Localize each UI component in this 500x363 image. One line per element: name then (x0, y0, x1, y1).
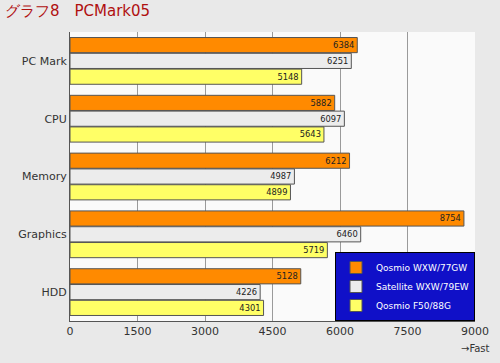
svg-text:5128: 5128 (277, 271, 298, 281)
svg-text:5719: 5719 (303, 245, 324, 255)
svg-text:CPU: CPU (44, 113, 66, 126)
svg-text:Qosmio F50/88G: Qosmio F50/88G (376, 301, 451, 311)
svg-text:8754: 8754 (440, 213, 461, 223)
svg-text:1500: 1500 (124, 325, 152, 338)
svg-text:4500: 4500 (259, 325, 287, 338)
svg-text:6000: 6000 (326, 325, 354, 338)
svg-text:Satellite WXW/79EW: Satellite WXW/79EW (376, 282, 469, 292)
svg-text:4301: 4301 (239, 303, 260, 313)
svg-text:5643: 5643 (300, 129, 321, 139)
svg-text:3000: 3000 (191, 325, 219, 338)
svg-text:→Fast: →Fast (461, 343, 490, 354)
svg-text:6384: 6384 (333, 40, 354, 50)
svg-text:HDD: HDD (42, 286, 67, 299)
svg-text:6251: 6251 (327, 56, 348, 66)
svg-text:PC Mark: PC Mark (22, 55, 68, 68)
svg-text:6212: 6212 (325, 156, 346, 166)
svg-text:4226: 4226 (236, 287, 257, 297)
svg-text:0: 0 (67, 325, 74, 338)
svg-text:Qosmio WXW/77GW: Qosmio WXW/77GW (376, 263, 467, 273)
svg-text:6460: 6460 (337, 229, 358, 239)
svg-text:5882: 5882 (311, 98, 332, 108)
svg-text:グラフ8 PCMark05: グラフ8 PCMark05 (5, 2, 150, 20)
svg-text:7500: 7500 (394, 325, 422, 338)
svg-text:4987: 4987 (270, 171, 291, 181)
svg-text:Graphics: Graphics (18, 228, 67, 241)
svg-text:9000: 9000 (461, 325, 489, 338)
svg-text:6097: 6097 (320, 114, 341, 124)
svg-text:Memory: Memory (22, 170, 67, 183)
svg-text:4899: 4899 (266, 187, 287, 197)
svg-text:5148: 5148 (277, 72, 298, 82)
